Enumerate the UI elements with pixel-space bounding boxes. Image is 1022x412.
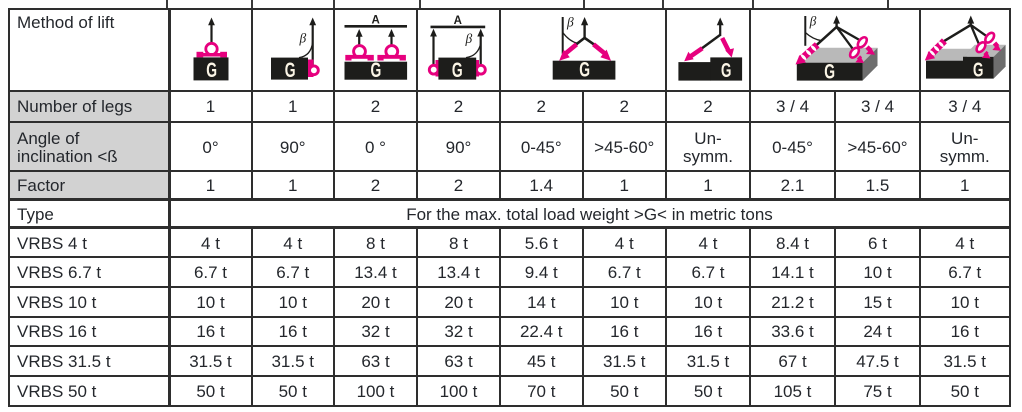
svg-text:G: G (973, 59, 983, 82)
svg-text:G: G (371, 58, 382, 82)
svg-text:β: β (465, 31, 473, 46)
svg-text:G: G (284, 58, 295, 82)
svg-text:β: β (298, 31, 306, 46)
svg-text:G: G (721, 59, 731, 82)
svg-text:A: A (454, 15, 462, 27)
svg-text:G: G (824, 60, 835, 84)
svg-text:G: G (579, 58, 590, 82)
svg-text:β: β (809, 14, 817, 29)
svg-text:G: G (206, 58, 217, 82)
svg-text:G: G (452, 58, 463, 82)
svg-text:A: A (372, 15, 380, 27)
svg-text:β: β (566, 15, 574, 30)
